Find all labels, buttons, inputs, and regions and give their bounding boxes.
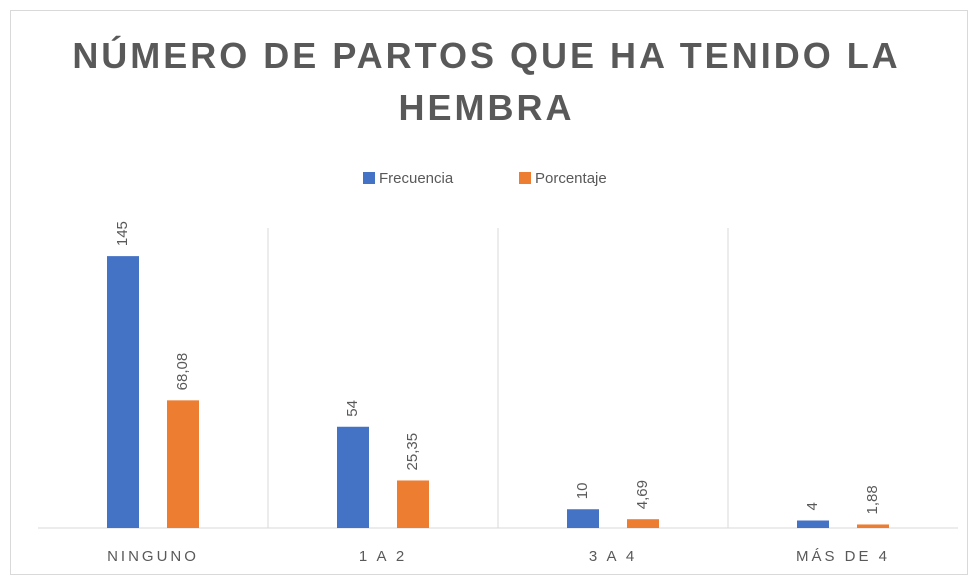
legend-label: Porcentaje [535, 170, 607, 187]
bar [797, 520, 829, 528]
data-label: 1,88 [864, 485, 881, 514]
bar [627, 519, 659, 528]
x-tick-label: MÁS DE 4 [796, 548, 890, 565]
data-label: 145 [114, 221, 131, 246]
bar [107, 256, 139, 528]
x-tick-label: NINGUNO [107, 548, 199, 565]
bar [857, 524, 889, 528]
bar [167, 400, 199, 528]
bar [337, 426, 369, 528]
x-tick-label: 3 A 4 [589, 548, 637, 565]
data-label: 68,08 [174, 353, 191, 391]
bar [397, 480, 429, 528]
data-label: 25,35 [404, 433, 421, 471]
data-label: 4,69 [634, 480, 651, 509]
bar [567, 509, 599, 528]
legend-swatch [363, 172, 375, 184]
data-label: 4 [804, 502, 821, 510]
x-tick-label: 1 A 2 [359, 548, 407, 565]
chart-title: NÚMERO DE PARTOS QUE HA TENIDO LA HEMBRA [72, 35, 901, 128]
data-label: 54 [344, 400, 361, 417]
legend-label: Frecuencia [379, 170, 454, 187]
legend-swatch [519, 172, 531, 184]
data-label: 10 [574, 483, 591, 500]
